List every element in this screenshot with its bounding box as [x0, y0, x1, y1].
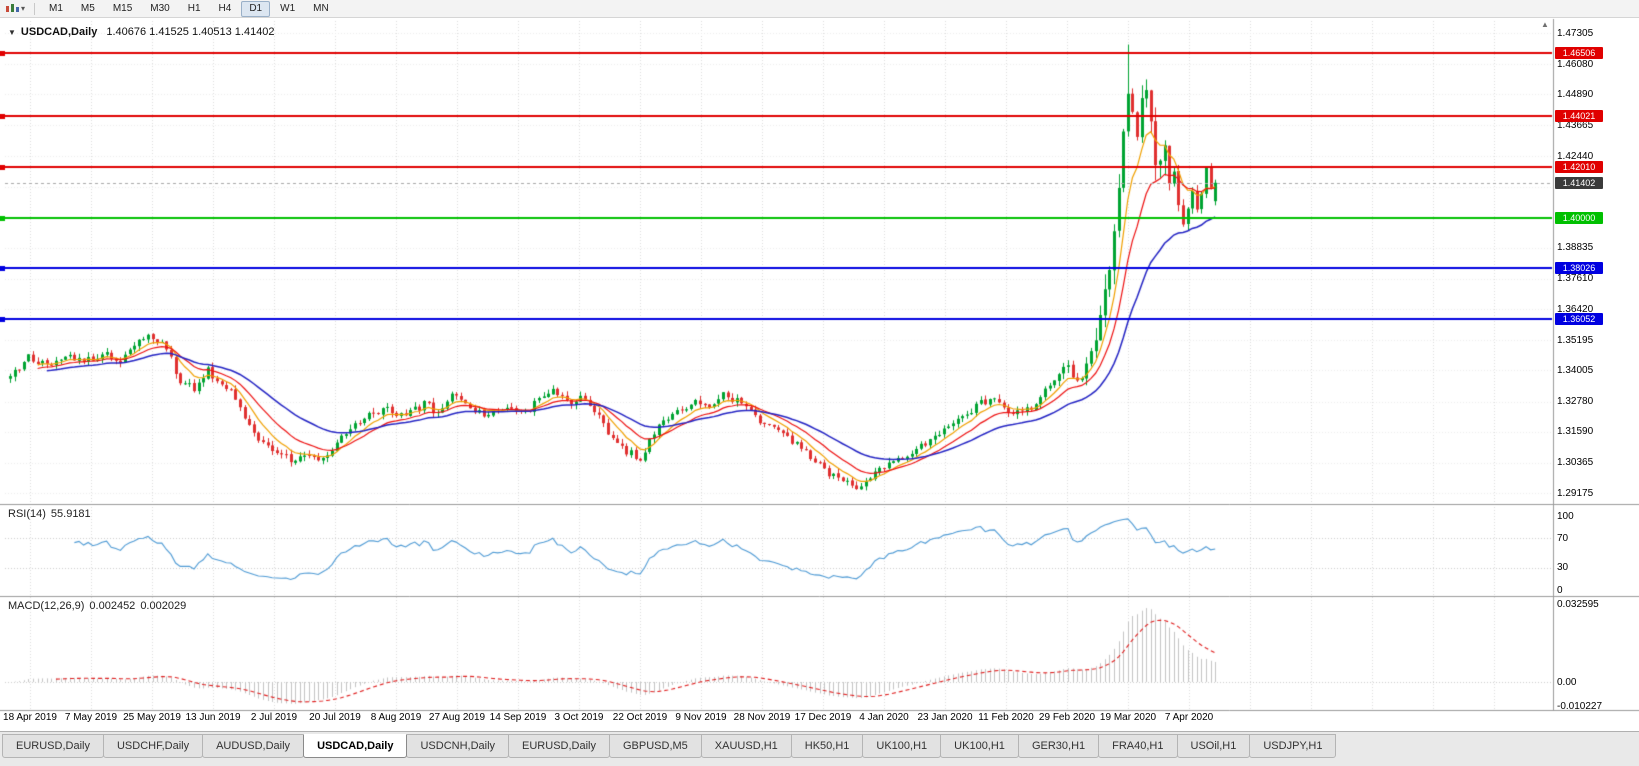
hline-price-tag[interactable]: 1.42010 [1555, 161, 1603, 174]
date-axis-label: 8 Aug 2019 [370, 712, 422, 723]
timeframe-button-m15[interactable]: M15 [112, 2, 133, 14]
chart-tab-6-gbpusd-m5[interactable]: GBPUSD,M5 [609, 734, 702, 758]
date-axis-label: 22 Oct 2019 [612, 712, 668, 723]
chart-tab-9-uk100-h1[interactable]: UK100,H1 [862, 734, 942, 758]
price-axis-label: 1.32780 [1557, 396, 1594, 408]
date-axis-label: 18 Apr 2019 [3, 712, 57, 723]
chart-tab-13-usoil-h1[interactable]: USOil,H1 [1176, 734, 1251, 758]
timeframe-button-m30[interactable]: M30 [150, 2, 170, 14]
date-axis-label: 20 Jul 2019 [309, 712, 361, 723]
macd-name: MACD(12,26,9) [8, 600, 85, 612]
price-axis-label: 1.47305 [1557, 27, 1594, 39]
date-axis-label: 7 May 2019 [64, 712, 118, 723]
chart-tab-0-eurusd-daily[interactable]: EURUSD,Daily [2, 734, 104, 758]
timeframe-buttons: M1 M5 M15 M30 H1 H4 D1 W1 MN [40, 0, 338, 17]
price-axis-label: 1.42440 [1557, 150, 1594, 162]
chart-tab-bar: EURUSD,Daily USDCHF,Daily AUDUSD,Daily USDC… [0, 731, 1639, 766]
timeframe-button-m5[interactable]: M5 [80, 2, 95, 14]
timeframe-button-w1[interactable]: W1 [280, 2, 296, 14]
chart-title: ▼ USDCAD,Daily 1.40676 1.41525 1.40513 1.4… [8, 26, 275, 38]
macd-axis-label: 0.00 [1557, 676, 1577, 688]
chart-tab-4-usdcnh-daily[interactable]: USDCNH,Daily [406, 734, 510, 758]
hline-price-tag[interactable]: 1.38026 [1555, 262, 1603, 275]
collapse-icon[interactable]: ▼ [8, 28, 16, 37]
rsi-axis-label: 30 [1557, 562, 1569, 574]
chart-symbol-label: USDCAD,Daily [20, 26, 98, 38]
price-axis-label: 1.43665 [1557, 119, 1594, 131]
date-axis-label: 19 Mar 2020 [1099, 712, 1157, 723]
macd-indicator-label: MACD(12,26,9) 0.002452 0.002029 [8, 600, 191, 612]
chart-tab-14-usdjpy-h1[interactable]: USDJPY,H1 [1249, 734, 1337, 758]
rsi-axis-label: 0 [1557, 584, 1563, 596]
chart-tab-2-audusd-daily[interactable]: AUDUSD,Daily [202, 734, 305, 758]
timeframe-button-mn[interactable]: MN [313, 2, 329, 14]
timeframe-button-m1[interactable]: M1 [49, 2, 63, 14]
date-axis-label: 27 Aug 2019 [428, 712, 486, 723]
date-axis-label: 2 Jul 2019 [250, 712, 298, 723]
hline-price-tag[interactable]: 1.36052 [1555, 312, 1603, 325]
chart-tab-11-ger30-h1[interactable]: GER30,H1 [1017, 734, 1100, 758]
rsi-indicator-label: RSI(14) 55.9181 [8, 508, 96, 520]
chart-tab-8-hk50-h1[interactable]: HK50,H1 [790, 734, 864, 758]
chart-ohlc-values: 1.40676 1.41525 1.40513 1.41402 [106, 26, 275, 38]
chart-tab-1-usdchf-daily[interactable]: USDCHF,Daily [102, 734, 204, 758]
date-axis-label: 28 Nov 2019 [733, 712, 791, 723]
price-axis-label: 1.31590 [1557, 426, 1594, 438]
chart-tab-5-eurusd-daily[interactable]: EURUSD,Daily [508, 734, 610, 758]
chart-mode-dropdown-icon[interactable]: ▾ [21, 4, 26, 13]
hline-price-tag[interactable]: 1.40000 [1555, 212, 1603, 225]
chart-mode-icon[interactable] [3, 2, 21, 16]
chart-tab-12-fra40-h1[interactable]: FRA40,H1 [1098, 734, 1178, 758]
date-axis-label: 25 May 2019 [123, 712, 181, 723]
rsi-name: RSI(14) [8, 508, 46, 520]
chart-tab-10-uk100-h1[interactable]: UK100,H1 [940, 734, 1019, 758]
current-price-tag: 1.41402 [1555, 176, 1603, 189]
price-axis-label: 1.30365 [1557, 457, 1594, 469]
date-axis-label: 17 Dec 2019 [794, 712, 852, 723]
price-axis-label: 1.38835 [1557, 242, 1594, 254]
price-axis-label: 1.34005 [1557, 364, 1594, 376]
date-axis-label: 9 Nov 2019 [675, 712, 727, 723]
chart-tab-7-xauusd-h1[interactable]: XAUUSD,H1 [700, 734, 792, 758]
price-axis-label: 1.46080 [1557, 58, 1594, 70]
macd-main-value: 0.002452 [89, 600, 136, 612]
date-axis-label: 29 Feb 2020 [1038, 712, 1096, 723]
hline-price-tag[interactable]: 1.46506 [1555, 47, 1603, 60]
date-axis-label: 4 Jan 2020 [859, 712, 909, 723]
timeframe-button-d1[interactable]: D1 [241, 0, 271, 17]
hline-price-tag[interactable]: 1.44021 [1555, 110, 1603, 123]
toolbar-separator [34, 2, 36, 15]
price-axis-label: 1.44890 [1557, 88, 1594, 100]
rsi-axis-label: 70 [1557, 532, 1569, 544]
macd-axis-label: -0.010227 [1557, 700, 1603, 712]
rsi-value: 55.9181 [50, 508, 91, 520]
date-axis-label: 14 Sep 2019 [489, 712, 547, 723]
price-axis-label: 1.37610 [1557, 273, 1594, 285]
chart-tab-3-usdcad-daily[interactable]: USDCAD,Daily [303, 734, 408, 758]
macd-signal-value: 0.002029 [140, 600, 187, 612]
price-axis-label: 1.29175 [1557, 487, 1594, 499]
timeframe-button-h4[interactable]: H4 [218, 2, 232, 14]
rsi-axis-label: 100 [1557, 510, 1574, 522]
date-axis-label: 23 Jan 2020 [917, 712, 973, 723]
price-axis-label: 1.35195 [1557, 334, 1594, 346]
date-axis-label: 11 Feb 2020 [978, 712, 1034, 723]
timeframe-toolbar: ▾ M1 M5 M15 M30 H1 H4 D1 W1 MN [0, 0, 1639, 18]
price-axis-label: 1.36420 [1557, 303, 1594, 315]
macd-axis-label: 0.032595 [1557, 598, 1599, 610]
date-axis-label: 7 Apr 2020 [1164, 712, 1214, 723]
date-axis-label: 3 Oct 2019 [554, 712, 604, 723]
scroll-to-end-icon[interactable]: ▲ [1541, 20, 1549, 29]
date-axis-label: 13 Jun 2019 [185, 712, 241, 723]
timeframe-button-h1[interactable]: H1 [187, 2, 201, 14]
